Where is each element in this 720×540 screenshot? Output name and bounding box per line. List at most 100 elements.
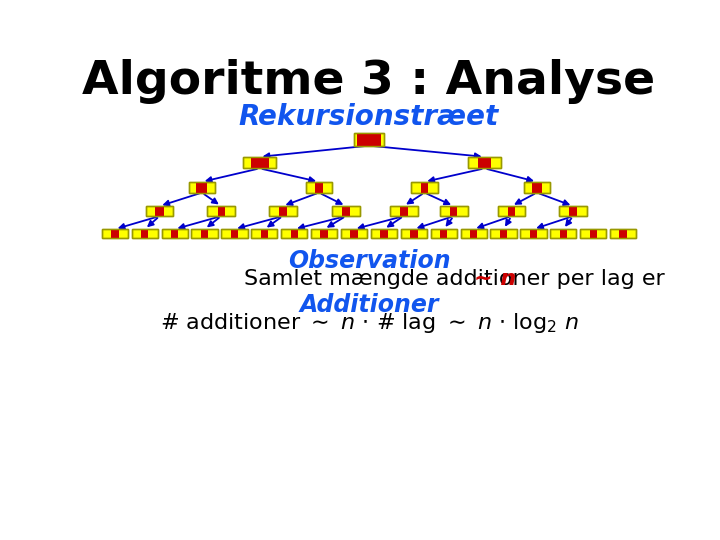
Text: Rekursionstræet: Rekursionstræet (239, 103, 499, 131)
Bar (440, 206, 467, 216)
Text: Samlet mængde additioner per lag er: Samlet mængde additioner per lag er (244, 269, 672, 289)
Bar (221, 229, 248, 238)
Bar (251, 229, 277, 238)
Bar (279, 206, 287, 216)
Bar (161, 229, 188, 238)
Bar (291, 229, 298, 238)
Bar (550, 229, 577, 238)
Bar (156, 206, 163, 216)
Bar (221, 229, 248, 238)
Bar (521, 229, 546, 238)
Bar (559, 206, 587, 216)
Bar (132, 229, 158, 238)
Bar (342, 206, 350, 216)
Bar (356, 133, 382, 146)
Bar (559, 229, 567, 238)
Bar (380, 229, 387, 238)
Bar (189, 182, 215, 193)
Bar (192, 229, 217, 238)
Bar (141, 229, 148, 238)
Text: Algoritme 3 : Analyse: Algoritme 3 : Analyse (82, 59, 656, 104)
Text: # additioner $\sim$ $n$ $\cdot$ # lag $\sim$ $n$ $\cdot$ log$_2$ $n$: # additioner $\sim$ $n$ $\cdot$ # lag $\… (160, 310, 578, 335)
Bar (411, 182, 438, 193)
Bar (477, 157, 491, 168)
Bar (440, 229, 447, 238)
Bar (401, 229, 427, 238)
Bar (411, 182, 438, 193)
Bar (132, 229, 158, 238)
Bar (580, 229, 606, 238)
Bar (315, 182, 323, 193)
Bar (400, 206, 408, 216)
Bar (145, 206, 174, 216)
Bar (354, 133, 384, 146)
Bar (569, 206, 577, 216)
Bar (231, 229, 238, 238)
Bar (111, 229, 119, 238)
Bar (498, 206, 526, 216)
Bar (102, 229, 128, 238)
Bar (490, 229, 517, 238)
Bar (201, 229, 208, 238)
Bar (341, 229, 367, 238)
Bar (243, 157, 276, 168)
Bar (468, 157, 500, 168)
Bar (530, 229, 537, 238)
Bar (610, 229, 636, 238)
Bar (251, 229, 277, 238)
Bar (341, 229, 367, 238)
Bar (311, 229, 337, 238)
Bar (508, 206, 515, 216)
Bar (619, 229, 627, 238)
Bar (490, 229, 517, 238)
Text: Additioner: Additioner (300, 293, 438, 317)
Bar (532, 182, 542, 193)
Bar (461, 229, 487, 238)
Bar (401, 229, 427, 238)
Bar (500, 229, 507, 238)
Bar (431, 229, 456, 238)
Bar (498, 206, 526, 216)
Bar (306, 182, 332, 193)
Text: Observation: Observation (288, 249, 450, 273)
Bar (269, 206, 297, 216)
Bar (192, 229, 217, 238)
Bar (420, 182, 428, 193)
Bar (354, 133, 384, 146)
Bar (440, 206, 467, 216)
Bar (311, 229, 337, 238)
Bar (559, 206, 587, 216)
Bar (461, 229, 487, 238)
Bar (251, 157, 269, 168)
Bar (282, 229, 307, 238)
Bar (269, 206, 297, 216)
Bar (332, 206, 360, 216)
Bar (102, 229, 128, 238)
Bar (261, 229, 268, 238)
Bar (523, 182, 550, 193)
Bar (145, 206, 174, 216)
Bar (306, 182, 332, 193)
Bar (470, 229, 477, 238)
Text: ~ n: ~ n (474, 269, 517, 289)
Bar (351, 229, 358, 238)
Bar (390, 206, 418, 216)
Bar (243, 157, 276, 168)
Bar (332, 206, 360, 216)
Bar (550, 229, 577, 238)
Bar (282, 229, 307, 238)
Bar (207, 206, 235, 216)
Bar (468, 157, 500, 168)
Text: Samlet mængde additioner per lag er ~ n: Samlet mængde additioner per lag er ~ n (135, 269, 603, 289)
Bar (523, 182, 550, 193)
Bar (590, 229, 597, 238)
Bar (371, 229, 397, 238)
Bar (431, 229, 456, 238)
Bar (521, 229, 546, 238)
Bar (390, 206, 418, 216)
Bar (171, 229, 179, 238)
Bar (320, 229, 328, 238)
Bar (450, 206, 457, 216)
Bar (217, 206, 225, 216)
Bar (197, 182, 207, 193)
